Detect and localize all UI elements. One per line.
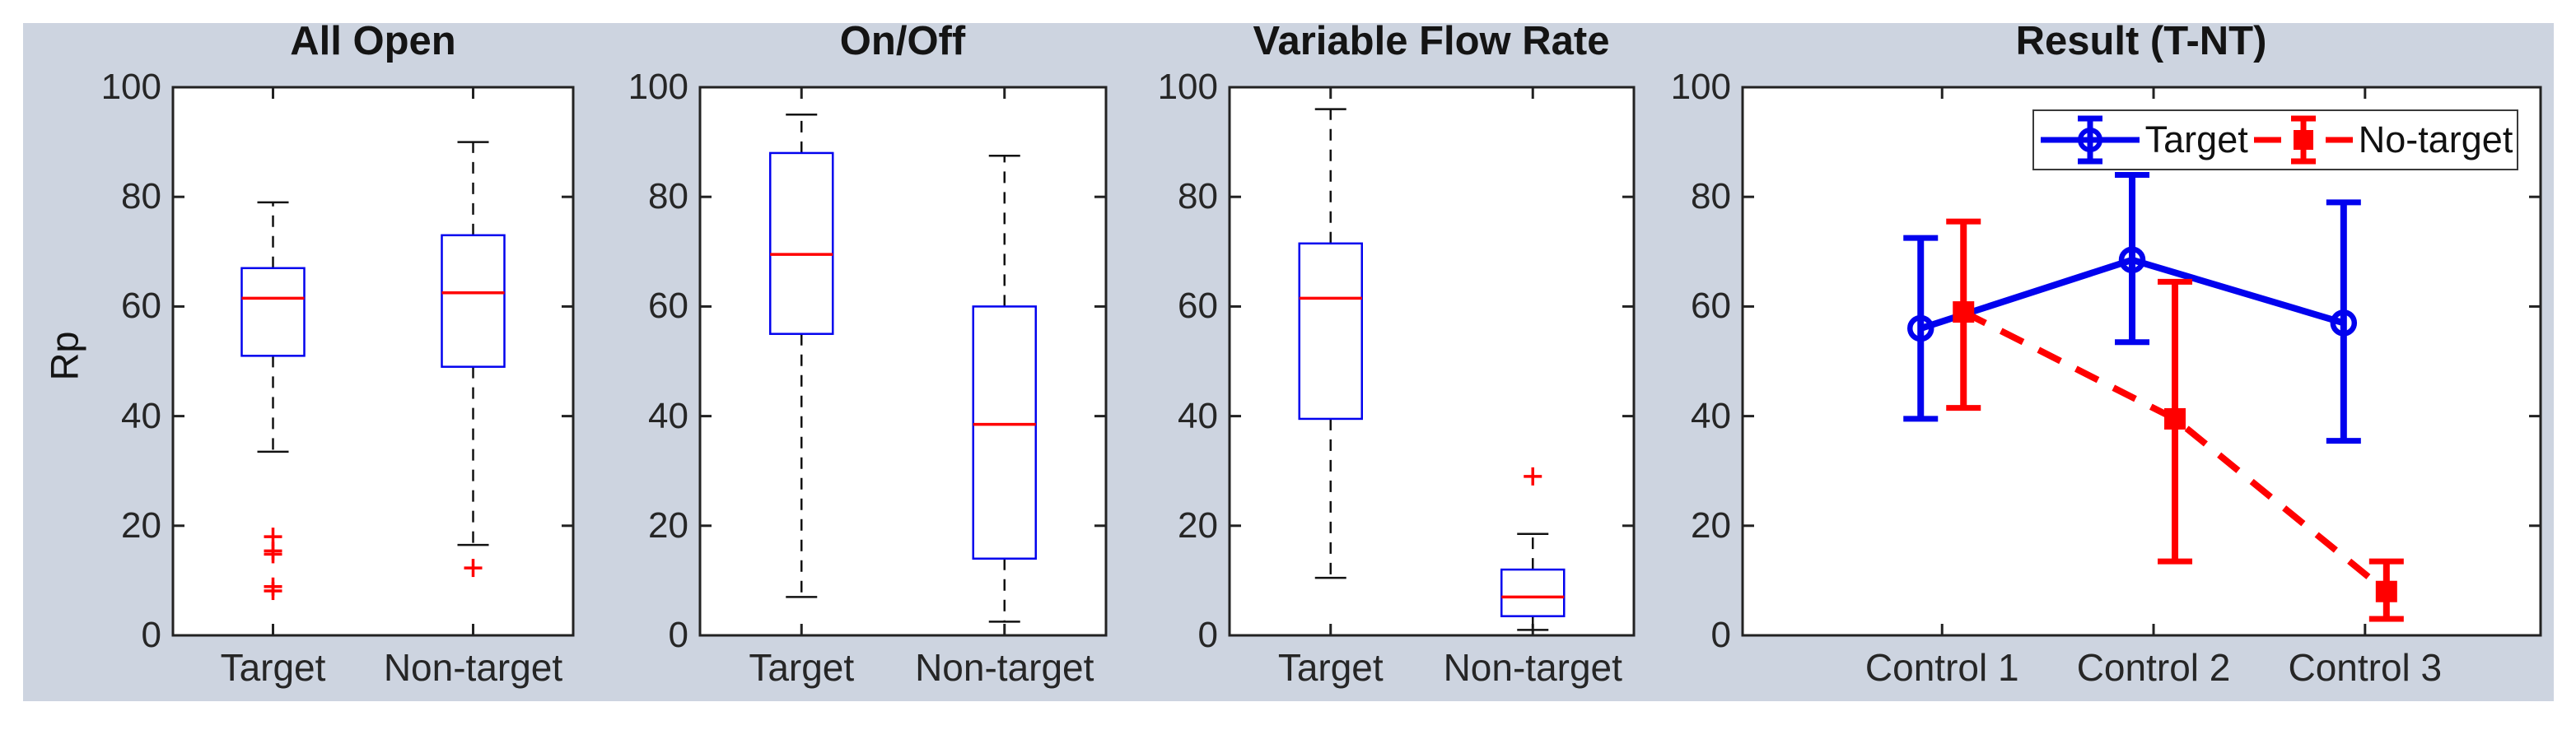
marker-circle-icon xyxy=(2330,309,2358,337)
axes-box xyxy=(1741,86,2542,637)
marker-square-icon xyxy=(2164,407,2186,430)
marker-square-icon xyxy=(2375,580,2397,602)
box-target xyxy=(240,267,306,357)
axes-box xyxy=(171,86,575,637)
box-target xyxy=(769,151,834,335)
box-non-target xyxy=(1500,568,1566,617)
marker-circle-icon xyxy=(2118,246,2146,274)
axes-box xyxy=(698,86,1108,637)
box-target xyxy=(1298,242,1363,421)
marker-square-icon xyxy=(1953,301,1975,323)
marker-circle-icon xyxy=(1907,314,1934,342)
box-non-target xyxy=(441,234,506,368)
box-non-target xyxy=(972,305,1037,560)
series-line-target xyxy=(1920,256,2345,332)
axes-box xyxy=(1228,86,1636,637)
